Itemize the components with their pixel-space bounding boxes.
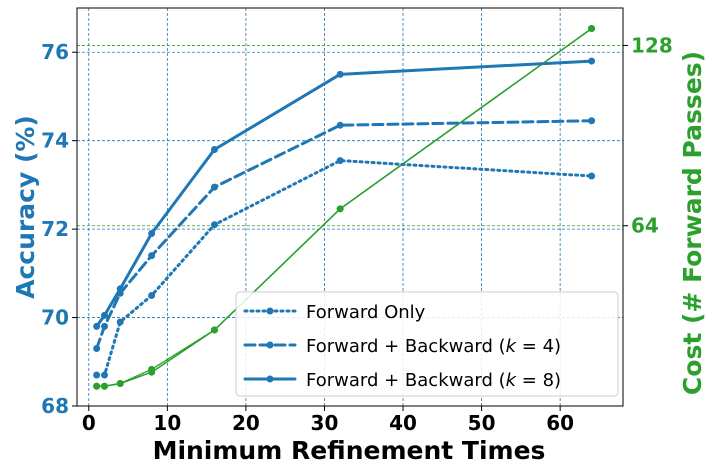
data-point bbox=[588, 172, 596, 180]
x-tick-label: 50 bbox=[468, 411, 496, 435]
series-line bbox=[95, 59, 594, 328]
series-2 bbox=[93, 57, 596, 330]
y-left-tick-label: 68 bbox=[41, 394, 69, 418]
x-axis-label: Minimum Refinement Times bbox=[153, 436, 546, 465]
data-point bbox=[116, 379, 124, 387]
series-1 bbox=[93, 117, 596, 353]
y-left-tick-label: 76 bbox=[41, 40, 69, 64]
x-tick-label: 0 bbox=[82, 411, 96, 435]
legend-label-prefix: Forward + Backward ( bbox=[306, 336, 506, 357]
data-point bbox=[100, 322, 108, 330]
data-point bbox=[100, 371, 108, 379]
x-tick-label: 40 bbox=[389, 411, 417, 435]
legend-label: Forward + Backward (k = 8) bbox=[306, 370, 561, 391]
legend-marker bbox=[266, 375, 274, 383]
data-point bbox=[93, 382, 101, 390]
data-point bbox=[148, 230, 156, 238]
x-tick-label: 60 bbox=[546, 411, 574, 435]
plot-frame bbox=[76, 7, 624, 407]
data-point bbox=[93, 345, 101, 353]
legend-marker bbox=[266, 341, 274, 349]
y-right-tick-label: 64 bbox=[631, 214, 659, 238]
legend-label-variable: k bbox=[506, 336, 518, 357]
data-point bbox=[93, 322, 101, 330]
y-axis-right-label: Cost (# Forward Passes) bbox=[678, 51, 707, 395]
data-point bbox=[210, 183, 218, 191]
legend-label-prefix: Forward + Backward ( bbox=[306, 370, 506, 391]
data-point bbox=[148, 252, 156, 260]
y-left-tick-label: 72 bbox=[41, 217, 69, 241]
series-0 bbox=[93, 157, 596, 379]
data-point bbox=[588, 117, 596, 125]
data-point bbox=[588, 57, 596, 65]
series-layer bbox=[93, 25, 596, 390]
legend-label-variable: k bbox=[506, 370, 518, 391]
x-tick-label: 20 bbox=[232, 411, 260, 435]
legend-label-suffix: = 8) bbox=[516, 370, 561, 391]
series-4 bbox=[93, 25, 596, 390]
legend-label-suffix: = 4) bbox=[516, 336, 561, 357]
data-point bbox=[210, 221, 218, 229]
data-point bbox=[100, 311, 108, 319]
y-left-tick-label: 74 bbox=[41, 129, 69, 153]
data-point bbox=[116, 285, 124, 293]
data-point bbox=[588, 25, 596, 33]
data-point bbox=[336, 205, 344, 213]
legend-box bbox=[235, 291, 619, 397]
data-point bbox=[210, 146, 218, 154]
y-axis-left-label: Accuracy (%) bbox=[11, 115, 40, 299]
legend-item: Forward + Backward (k = 4) bbox=[243, 336, 561, 357]
x-tick-label: 30 bbox=[311, 411, 339, 435]
data-point bbox=[336, 121, 344, 129]
legend-item: Forward + Backward (k = 8) bbox=[243, 370, 561, 391]
y-left-tick-label: 70 bbox=[41, 306, 69, 330]
data-point bbox=[148, 368, 156, 376]
data-point bbox=[100, 382, 108, 390]
data-point bbox=[210, 326, 218, 334]
data-point bbox=[93, 371, 101, 379]
legend-label: Forward Only bbox=[306, 302, 426, 323]
legend-label: Forward + Backward (k = 4) bbox=[306, 336, 561, 357]
data-point bbox=[336, 70, 344, 78]
y-right-tick-label: 128 bbox=[631, 33, 673, 57]
legend-item: Forward Only bbox=[243, 302, 426, 323]
legend-marker bbox=[266, 307, 274, 315]
data-point bbox=[116, 318, 124, 326]
x-tick-label: 10 bbox=[153, 411, 181, 435]
tick-labels: 0 10 20 30 40 50 60 68 70 72 74 76 64 128 bbox=[41, 33, 673, 435]
data-point bbox=[336, 157, 344, 165]
data-point bbox=[148, 291, 156, 299]
